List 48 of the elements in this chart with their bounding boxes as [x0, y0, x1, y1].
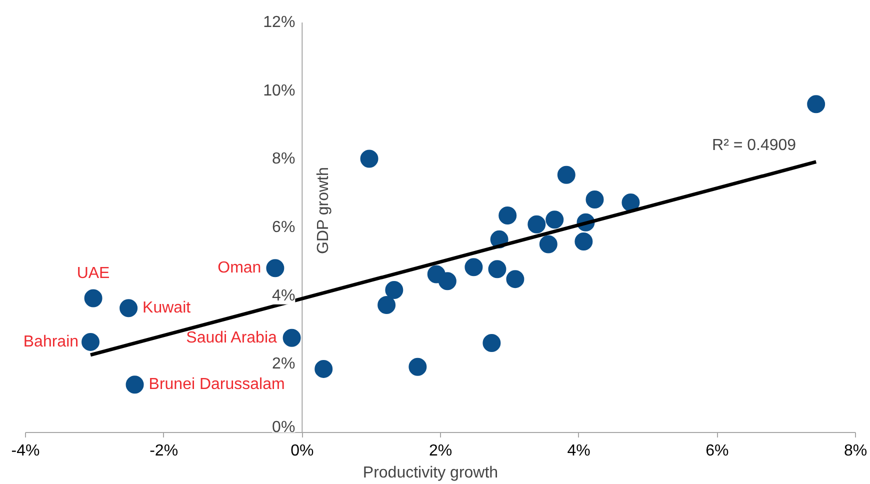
annotation: Brunei Darussalam [148, 376, 285, 394]
point [282, 328, 301, 347]
point [385, 281, 404, 299]
y-tick-label: 12% [263, 14, 296, 31]
y-tick-label: 8% [272, 150, 296, 168]
y-axis-title: GDP growth [315, 167, 332, 254]
point [539, 235, 558, 254]
y-tick-label: 0% [272, 419, 296, 436]
point [807, 95, 826, 114]
x-tick-label: 4% [567, 442, 590, 460]
point [528, 215, 546, 234]
point [488, 260, 506, 278]
annotation: Oman [218, 260, 262, 277]
annotation: Bahrain [23, 333, 79, 350]
annotation: Saudi Arabia [186, 329, 278, 346]
y-tick-label: 4% [272, 287, 296, 304]
point [120, 299, 138, 318]
point [378, 296, 396, 314]
annotation: UAE [76, 265, 110, 282]
point [438, 272, 456, 290]
point [557, 166, 576, 184]
point [408, 358, 427, 376]
x-tick-label: 2% [428, 442, 452, 460]
x-tick-label: -4% [11, 442, 40, 460]
x-tick-label: 8% [844, 442, 868, 460]
x-tick-label: 0% [290, 442, 314, 460]
y-tick-label: 2% [272, 356, 296, 373]
x-axis-title: Productivity growth [362, 464, 498, 482]
point [464, 258, 483, 276]
point [84, 289, 102, 308]
point [482, 334, 501, 352]
annotation: R² = 0.4909 [712, 136, 796, 154]
point [622, 194, 640, 212]
y-tick-label: 10% [263, 82, 296, 100]
y-tick-label: 6% [272, 218, 296, 236]
point [360, 150, 378, 168]
point [314, 360, 333, 378]
point [126, 376, 144, 394]
point [546, 210, 564, 229]
point [506, 270, 524, 288]
annotation: Kuwait [142, 300, 192, 317]
point [574, 232, 593, 250]
point [498, 206, 517, 224]
x-tick-label: -2% [150, 442, 178, 460]
point [586, 190, 604, 208]
point [82, 332, 100, 351]
point [266, 259, 284, 278]
x-tick-label: 6% [706, 442, 729, 460]
